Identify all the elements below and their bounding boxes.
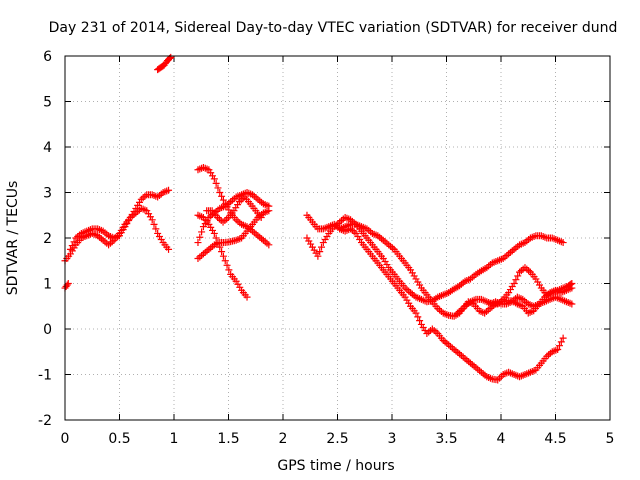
data-point bbox=[568, 284, 576, 292]
series-track-g bbox=[194, 211, 251, 301]
data-point bbox=[412, 309, 420, 317]
label-layer: 0 0.5 1 1.5 2 2.5 3 3.5 4 4.5 5 -2 -1 0 1 2 3 4 5 6 bbox=[38, 49, 614, 447]
data-point bbox=[557, 338, 565, 346]
x-tick-label: 5 bbox=[606, 431, 615, 447]
data-point bbox=[210, 229, 218, 237]
data-point bbox=[243, 293, 251, 301]
data-point bbox=[265, 241, 273, 249]
data-point bbox=[554, 345, 562, 353]
data-point bbox=[559, 239, 567, 247]
series-track-h bbox=[194, 189, 273, 247]
chart-title: Day 231 of 2014, Sidereal Day-to-day VTE… bbox=[49, 20, 618, 36]
plot-frame bbox=[64, 55, 611, 421]
data-point bbox=[66, 245, 74, 253]
data-point bbox=[514, 272, 522, 280]
x-tick-label: 3 bbox=[388, 431, 397, 447]
y-tick-label: -2 bbox=[38, 413, 52, 429]
series-track-d bbox=[154, 53, 175, 74]
data-point bbox=[512, 276, 520, 284]
x-tick-label: 4 bbox=[497, 431, 506, 447]
data-point bbox=[201, 164, 209, 172]
y-tick-label: 2 bbox=[43, 231, 52, 247]
data-point bbox=[225, 266, 233, 274]
data-point bbox=[64, 280, 72, 287]
data-point bbox=[141, 206, 149, 214]
data-point bbox=[257, 214, 265, 222]
data-point bbox=[510, 280, 518, 287]
x-tick-label: 1.5 bbox=[217, 431, 239, 447]
y-tick-label: 6 bbox=[43, 49, 52, 65]
data-point bbox=[196, 212, 204, 220]
data-point bbox=[214, 239, 222, 247]
data-point bbox=[198, 228, 206, 236]
x-tick-label: 1 bbox=[170, 431, 179, 447]
series-track-n bbox=[486, 293, 576, 310]
x-tick-label: 4.5 bbox=[544, 431, 566, 447]
x-tick-label: 2.5 bbox=[326, 431, 348, 447]
data-point bbox=[234, 236, 242, 244]
data-point bbox=[218, 192, 226, 200]
series-track-i bbox=[203, 193, 265, 226]
data-point bbox=[219, 252, 227, 260]
x-axis-label: GPS time / hours bbox=[277, 458, 394, 474]
data-point bbox=[216, 189, 224, 196]
y-tick-label: 5 bbox=[43, 95, 52, 111]
data-point bbox=[165, 245, 173, 253]
series-track-e bbox=[194, 163, 273, 249]
data-point bbox=[316, 248, 324, 256]
data-point bbox=[150, 220, 158, 228]
y-tick-label: 3 bbox=[43, 186, 52, 202]
data-point bbox=[216, 243, 224, 251]
data-point bbox=[210, 175, 218, 183]
data-point bbox=[152, 225, 160, 233]
data-point bbox=[265, 202, 273, 210]
data-point bbox=[221, 257, 229, 265]
data-point bbox=[165, 186, 173, 194]
series-track-c bbox=[66, 186, 173, 253]
data-point bbox=[68, 242, 76, 250]
data-point bbox=[567, 280, 575, 288]
x-tick-label: 3.5 bbox=[435, 431, 457, 447]
data-point bbox=[167, 53, 175, 61]
marker-layer bbox=[61, 53, 576, 384]
data-point bbox=[494, 376, 502, 384]
y-tick-label: 0 bbox=[43, 322, 52, 338]
data-point bbox=[416, 317, 424, 325]
data-point bbox=[559, 334, 567, 342]
data-point bbox=[212, 234, 220, 242]
data-point bbox=[555, 342, 563, 350]
data-point bbox=[70, 238, 78, 246]
data-point bbox=[196, 165, 204, 173]
data-point bbox=[219, 196, 227, 204]
data-point bbox=[194, 239, 202, 247]
data-point bbox=[318, 243, 326, 251]
y-tick-label: 1 bbox=[43, 277, 52, 293]
x-tick-label: 2 bbox=[279, 431, 288, 447]
data-point bbox=[212, 179, 220, 187]
data-point bbox=[314, 252, 322, 260]
data-point bbox=[539, 232, 547, 240]
data-point bbox=[203, 165, 211, 173]
grid-layer bbox=[65, 56, 610, 420]
data-point bbox=[223, 261, 231, 269]
data-point bbox=[526, 308, 534, 316]
y-tick-label: 4 bbox=[43, 140, 52, 156]
data-point bbox=[541, 233, 549, 241]
series-track-j bbox=[303, 211, 567, 384]
data-point bbox=[496, 374, 504, 382]
x-tick-label: 0.5 bbox=[108, 431, 130, 447]
data-point bbox=[148, 216, 156, 224]
data-point bbox=[218, 248, 226, 256]
series-track-a bbox=[61, 280, 72, 292]
data-point bbox=[414, 313, 422, 321]
y-tick-label: -1 bbox=[38, 368, 52, 384]
data-point bbox=[196, 233, 204, 241]
y-axis-label: SDTVAR / TECUs bbox=[5, 181, 21, 296]
data-point bbox=[568, 300, 576, 308]
data-point bbox=[214, 184, 222, 192]
x-tick-label: 0 bbox=[61, 431, 70, 447]
